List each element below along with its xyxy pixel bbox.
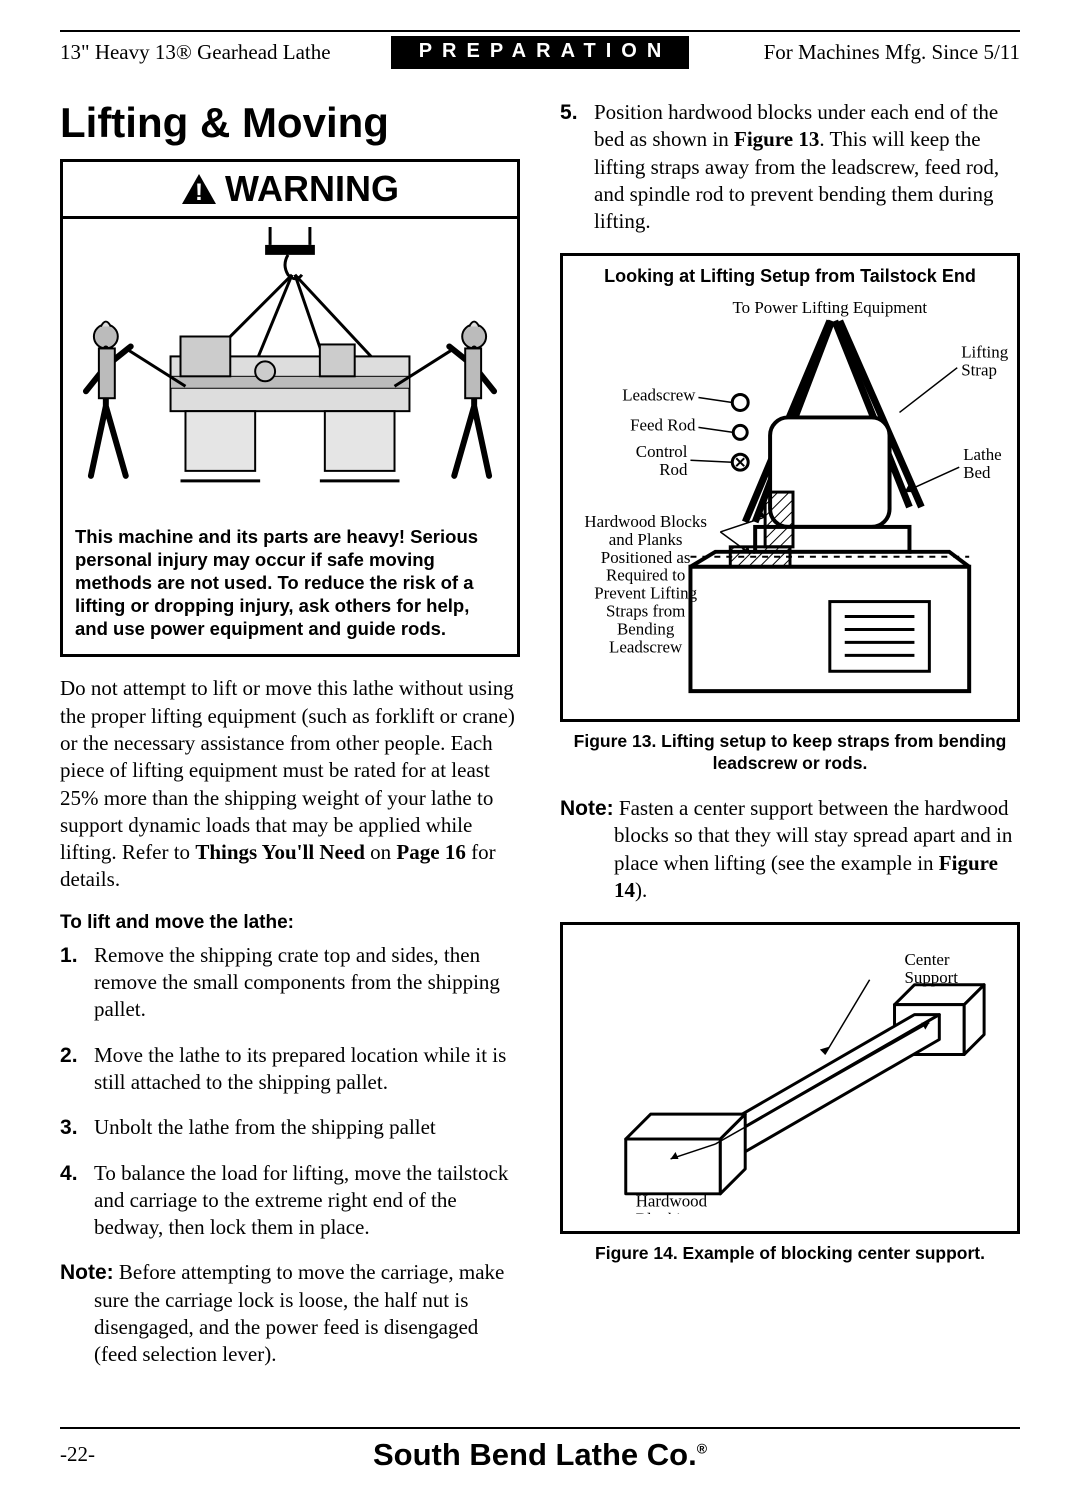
page-footer: -22- South Bend Lathe Co.® bbox=[60, 1427, 1020, 1473]
svg-text:Required to: Required to bbox=[606, 566, 685, 585]
intro-pre: Do not attempt to lift or move this lath… bbox=[60, 676, 515, 864]
warning-illustration bbox=[63, 219, 517, 519]
intro-ref2: Page 16 bbox=[396, 840, 465, 864]
note-1-label: Note: bbox=[60, 1261, 114, 1284]
svg-text:Blocking: Blocking bbox=[636, 1210, 699, 1214]
note-1: Note: Before attempting to move the carr… bbox=[60, 1259, 520, 1368]
svg-text:Bending: Bending bbox=[617, 620, 675, 639]
svg-text:and Planks: and Planks bbox=[609, 530, 683, 549]
svg-text:Hardwood: Hardwood bbox=[636, 1192, 708, 1211]
figure-14-caption: Figure 14. Example of blocking center su… bbox=[560, 1242, 1020, 1265]
svg-text:Leadscrew: Leadscrew bbox=[609, 638, 683, 657]
top-rule bbox=[60, 30, 1020, 32]
figure-13-caption: Figure 13. Lifting setup to keep straps … bbox=[560, 730, 1020, 776]
svg-text:Leadscrew: Leadscrew bbox=[622, 386, 696, 405]
intro-paragraph: Do not attempt to lift or move this lath… bbox=[60, 675, 520, 893]
registered-icon: ® bbox=[697, 1440, 707, 1456]
figure-13-box: Looking at Lifting Setup from Tailstock … bbox=[560, 253, 1020, 721]
svg-text:Positioned as: Positioned as bbox=[601, 548, 691, 567]
bottom-rule bbox=[60, 1427, 1020, 1429]
footer-brand: South Bend Lathe Co.® bbox=[120, 1437, 960, 1473]
page-number: -22- bbox=[60, 1442, 120, 1467]
svg-text:Support: Support bbox=[904, 968, 958, 987]
fig13-top-label: To Power Lifting Equipment bbox=[733, 298, 928, 317]
footer-brand-text: South Bend Lathe Co. bbox=[373, 1437, 697, 1472]
svg-text:Bed: Bed bbox=[963, 464, 991, 483]
figure-13-diagram: To Power Lifting Equipment bbox=[571, 293, 1009, 701]
steps-list-cont: Position hardwood blocks under each end … bbox=[560, 99, 1020, 235]
svg-text:Straps from: Straps from bbox=[606, 602, 685, 621]
svg-text:Lathe: Lathe bbox=[963, 446, 1002, 465]
note2-post: ). bbox=[635, 878, 647, 902]
svg-text:Strap: Strap bbox=[961, 361, 997, 380]
warning-box: ! WARNING bbox=[60, 159, 520, 657]
header-left: 13" Heavy 13® Gearhead Lathe bbox=[60, 36, 391, 69]
step-3: Unbolt the lathe from the shipping palle… bbox=[60, 1114, 520, 1141]
svg-text:Feed Rod: Feed Rod bbox=[630, 416, 696, 435]
svg-text:Control: Control bbox=[636, 443, 688, 462]
svg-text:Lifting: Lifting bbox=[961, 343, 1009, 362]
warning-body-text: This machine and its parts are heavy! Se… bbox=[63, 519, 517, 655]
steps-heading: To lift and move the lathe: bbox=[60, 912, 520, 934]
header-right: For Machines Mfg. Since 5/11 bbox=[689, 36, 1020, 69]
figure-13-title: Looking at Lifting Setup from Tailstock … bbox=[571, 266, 1009, 287]
step-4: To balance the load for lifting, move th… bbox=[60, 1160, 520, 1242]
figure-14-diagram: Center Support Hardwood Blocking bbox=[571, 935, 1009, 1214]
step-5: Position hardwood blocks under each end … bbox=[560, 99, 1020, 235]
warning-icon: ! bbox=[181, 173, 217, 205]
svg-text:Hardwood Blocks: Hardwood Blocks bbox=[584, 512, 707, 531]
intro-mid: on bbox=[365, 840, 397, 864]
note-1-text: Before attempting to move the carriage, … bbox=[94, 1260, 504, 1366]
page-header: 13" Heavy 13® Gearhead Lathe PREPARATION… bbox=[60, 36, 1020, 69]
step-1: Remove the shipping crate top and sides,… bbox=[60, 942, 520, 1024]
svg-text:Prevent Lifting: Prevent Lifting bbox=[594, 584, 697, 603]
note-2: Note: Fasten a center support between th… bbox=[560, 795, 1020, 904]
intro-ref1: Things You'll Need bbox=[195, 840, 365, 864]
figure-14-box: Center Support Hardwood Blocking bbox=[560, 922, 1020, 1234]
svg-text:!: ! bbox=[195, 179, 203, 205]
svg-text:Center: Center bbox=[904, 950, 949, 969]
note-2-label: Note: bbox=[560, 797, 614, 820]
right-column: Position hardwood blocks under each end … bbox=[560, 99, 1020, 1387]
warning-heading: ! WARNING bbox=[63, 162, 517, 219]
header-section-label: PREPARATION bbox=[391, 36, 690, 69]
step-2: Move the lathe to its prepared location … bbox=[60, 1042, 520, 1097]
section-title: Lifting & Moving bbox=[60, 99, 520, 147]
left-column: Lifting & Moving ! WARNING bbox=[60, 99, 520, 1387]
warning-heading-text: WARNING bbox=[225, 168, 399, 210]
step5-ref: Figure 13 bbox=[734, 127, 819, 151]
steps-list: Remove the shipping crate top and sides,… bbox=[60, 942, 520, 1242]
svg-text:Rod: Rod bbox=[659, 461, 688, 480]
